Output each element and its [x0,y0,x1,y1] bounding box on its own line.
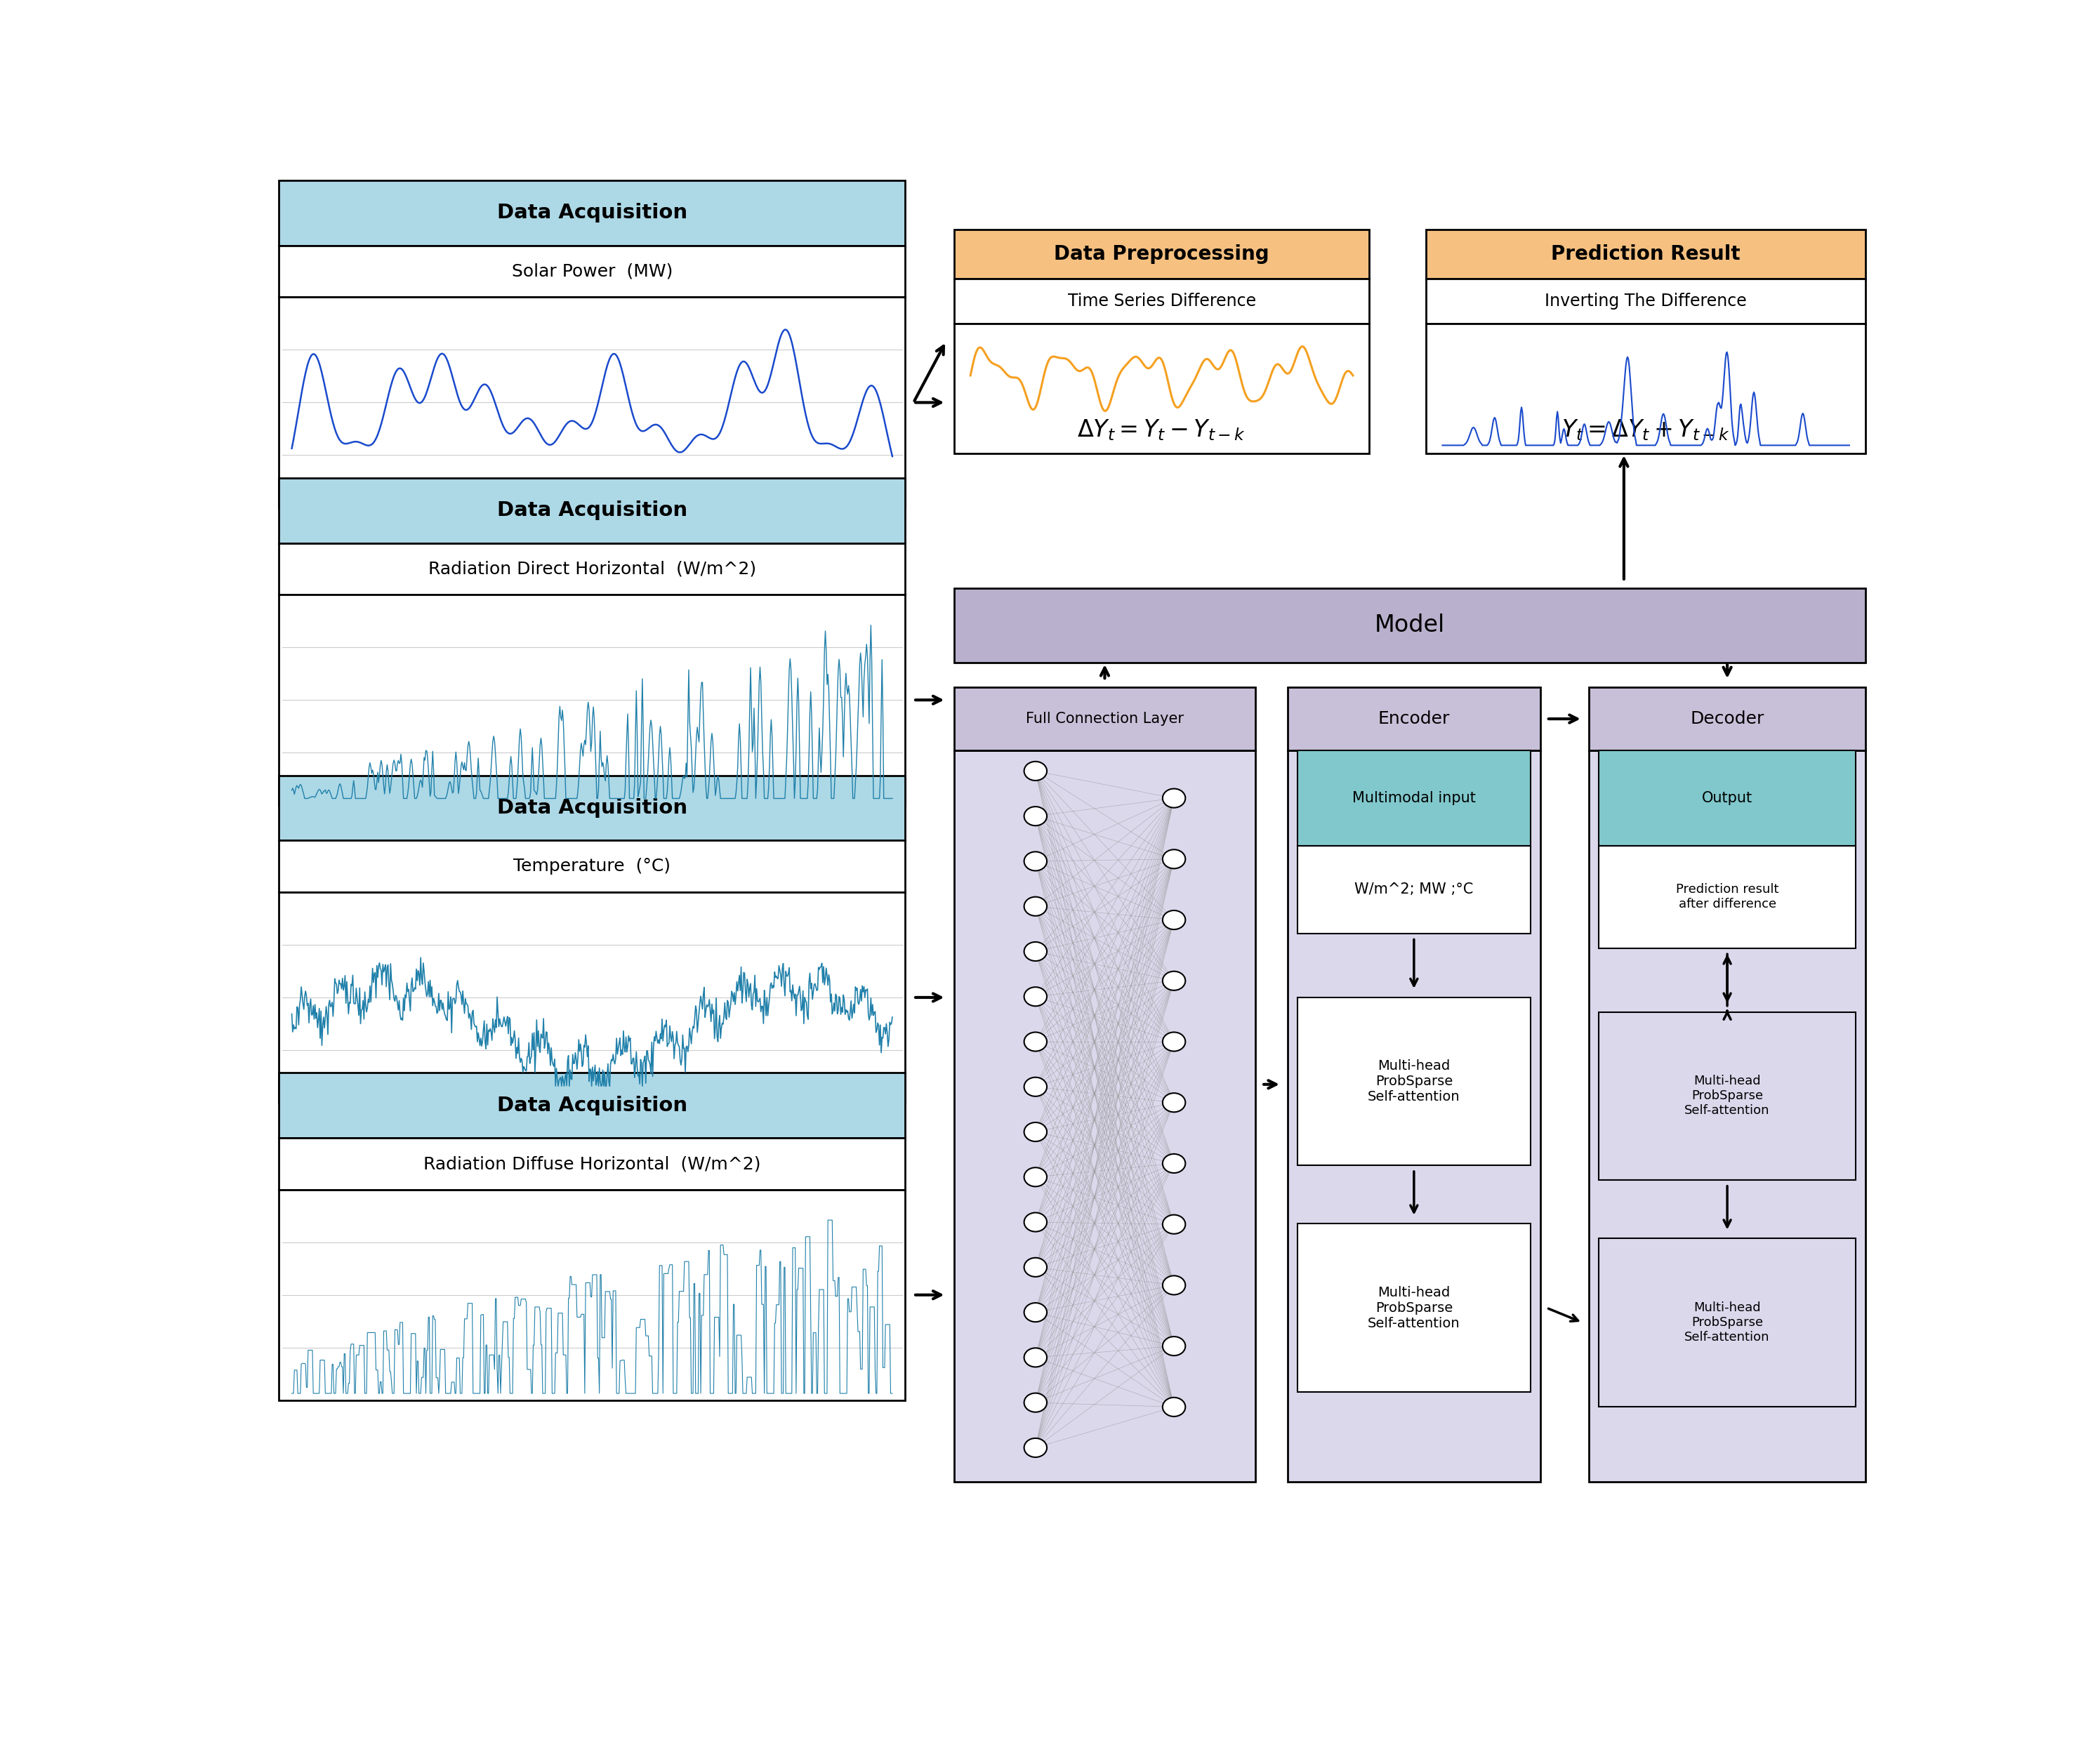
Bar [1298,1224,1531,1392]
Circle shape [1163,850,1184,868]
Circle shape [1025,1168,1048,1187]
Bar [1298,845,1531,933]
Circle shape [1163,972,1184,990]
Circle shape [1025,1304,1048,1321]
Circle shape [1025,1032,1048,1051]
Text: Time Series Difference: Time Series Difference [1067,293,1256,309]
Circle shape [1025,1438,1048,1457]
Bar [1590,686,1865,751]
Circle shape [1025,762,1048,780]
Bar [279,776,905,841]
Circle shape [1163,789,1184,808]
Circle shape [1025,1348,1048,1367]
Circle shape [1025,806,1048,826]
Circle shape [1025,942,1048,961]
Text: $\Delta Y_t = Y_t - Y_{t-k}$: $\Delta Y_t = Y_t - Y_{t-k}$ [1077,418,1245,443]
Bar [953,751,1256,1482]
Bar [1426,229,1865,279]
Circle shape [1025,1122,1048,1141]
Text: Full Connection Layer: Full Connection Layer [1025,713,1184,725]
Bar [279,1073,905,1138]
Circle shape [1025,1078,1048,1095]
Bar [1426,279,1865,323]
Text: Multimodal input: Multimodal input [1352,790,1476,804]
Text: Prediction result
after difference: Prediction result after difference [1676,884,1779,910]
Bar [279,1189,905,1401]
Text: W/m^2; MW ;°C: W/m^2; MW ;°C [1354,882,1474,896]
Circle shape [1163,1032,1184,1051]
Bar [279,298,905,508]
Bar [953,323,1369,453]
Text: Radiation Diffuse Horizontal  (W/m^2): Radiation Diffuse Horizontal (W/m^2) [424,1155,760,1173]
Bar [1287,686,1539,751]
Bar [1426,323,1865,453]
Text: Solar Power  (MW): Solar Power (MW) [512,263,672,280]
Text: Data Acquisition: Data Acquisition [498,501,687,520]
Bar [279,180,905,245]
Circle shape [1163,1337,1184,1355]
Bar [1598,1238,1856,1406]
Text: Model: Model [1376,614,1445,637]
Circle shape [1025,1394,1048,1413]
Text: Prediction Result: Prediction Result [1552,243,1741,265]
Text: Multi-head
ProbSparse
Self-attention: Multi-head ProbSparse Self-attention [1367,1286,1459,1330]
Circle shape [1025,1212,1048,1231]
Text: Encoder: Encoder [1378,711,1449,727]
Bar [279,841,905,893]
Text: Data Acquisition: Data Acquisition [498,1095,687,1115]
Bar [1298,997,1531,1166]
Bar [279,543,905,594]
Bar [279,594,905,804]
Text: Output: Output [1701,790,1753,804]
Circle shape [1025,896,1048,916]
Text: Multi-head
ProbSparse
Self-attention: Multi-head ProbSparse Self-attention [1684,1302,1770,1344]
Circle shape [1163,1094,1184,1111]
Bar [953,587,1865,663]
Text: Temperature  (°C): Temperature (°C) [512,857,670,875]
Circle shape [1025,1258,1048,1277]
Bar [1298,751,1531,845]
Text: Multi-head
ProbSparse
Self-attention: Multi-head ProbSparse Self-attention [1684,1074,1770,1117]
Circle shape [1163,1154,1184,1173]
Text: Multi-head
ProbSparse
Self-attention: Multi-head ProbSparse Self-attention [1367,1058,1459,1104]
Bar [279,893,905,1102]
Circle shape [1025,852,1048,871]
Circle shape [1163,1397,1184,1416]
Text: Data Acquisition: Data Acquisition [498,203,687,222]
Text: Data Preprocessing: Data Preprocessing [1054,243,1268,265]
Bar [279,478,905,543]
Circle shape [1025,988,1048,1005]
Bar [1287,751,1539,1482]
Text: Decoder: Decoder [1690,711,1764,727]
Text: Data Acquisition: Data Acquisition [498,797,687,818]
Bar [279,1138,905,1189]
Circle shape [1163,1275,1184,1295]
Bar [953,279,1369,323]
Bar [953,229,1369,279]
Text: Inverting The Difference: Inverting The Difference [1546,293,1747,309]
Bar [279,245,905,298]
Text: Radiation Direct Horizontal  (W/m^2): Radiation Direct Horizontal (W/m^2) [428,561,756,577]
Bar [1598,1013,1856,1180]
Bar [1598,751,1856,845]
Bar [953,686,1256,751]
Text: $Y_t = \Delta Y_t + Y_{t-k}$: $Y_t = \Delta Y_t + Y_{t-k}$ [1562,418,1730,443]
Bar [1598,845,1856,947]
Circle shape [1163,910,1184,930]
Bar [1590,751,1865,1482]
Circle shape [1163,1215,1184,1233]
